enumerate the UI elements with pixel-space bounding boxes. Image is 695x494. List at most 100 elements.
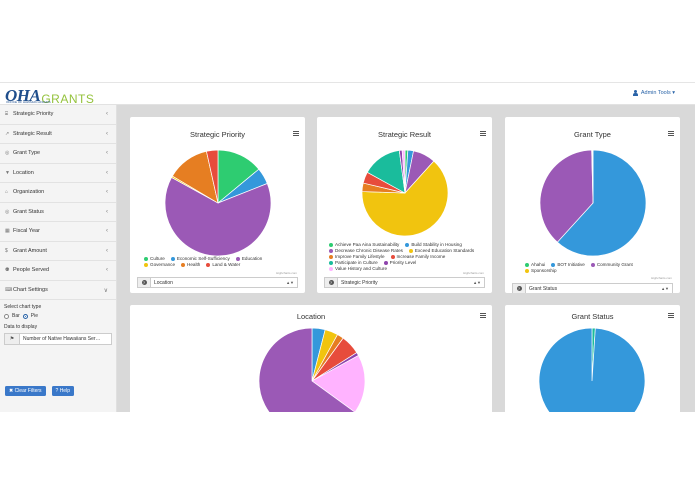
result-group-select[interactable]: ? Strategic Priority ▲▼ [324, 277, 485, 288]
legend-item[interactable]: Culture [144, 256, 165, 262]
pie-radio[interactable] [22, 313, 28, 319]
logo-grants-text: GRANTS [41, 92, 95, 106]
legend-item[interactable]: Exceed Education Standards [408, 248, 474, 254]
sidebar-item-icon: ▦ [5, 228, 10, 235]
legend-item[interactable]: Value History and Culture [329, 266, 387, 272]
legend-item[interactable]: Decrease Chronic Disease Rates [329, 248, 403, 254]
sidebar-item-grant-amount[interactable]: $ Grant Amount ‹ [0, 242, 116, 261]
clear-filters-button[interactable]: ✖ Clear Filters [5, 386, 46, 396]
sidebar-item-strategic-result[interactable]: ↗ Strategic Result ‹ [0, 125, 116, 144]
chevron-left-icon: ‹ [106, 267, 108, 273]
card-title: Location [296, 312, 326, 321]
highcharts-credits: Highcharts.com [276, 271, 297, 275]
legend-item[interactable]: Health [181, 262, 200, 268]
pie-slice[interactable] [401, 149, 406, 194]
grant-type-group-select[interactable]: ? Grant Status ▲▼ [512, 283, 673, 293]
pie-slice[interactable] [556, 149, 647, 257]
legend-item[interactable]: Economic Self-Sufficiency [170, 256, 230, 262]
sidebar-item-label: Location [13, 169, 34, 176]
legend-swatch [329, 255, 333, 259]
chart-menu-icon[interactable] [293, 131, 299, 136]
legend-swatch [408, 249, 413, 253]
dashboard-main: Strategic Priority Culture Economic Self-… [117, 105, 695, 412]
legend-item[interactable]: Land & Water [206, 262, 240, 268]
chevron-left-icon: ‹ [106, 130, 108, 137]
legend-label: Improve Family Lifestyle [335, 254, 385, 259]
chart-type-label: Select chart type [4, 304, 42, 310]
sidebar-item-grant-status[interactable]: ◎ Grant Status ‹ [0, 203, 116, 222]
card-title: Grant Type [574, 130, 611, 139]
pie-slice[interactable] [538, 327, 646, 412]
legend-swatch [181, 263, 186, 267]
sidebar-item-strategic-priority[interactable]: ⌸ Strategic Priority ‹ [0, 105, 116, 125]
legend-swatch [329, 243, 333, 247]
sidebar-item-label: Grant Amount [13, 247, 47, 254]
filter-sidebar: ⌸ Strategic Priority ‹ ↗ Strategic Result ‹ ◎ G… [0, 105, 117, 412]
help-button[interactable]: ? Help [51, 386, 74, 396]
pie-slice[interactable] [539, 149, 594, 243]
legend-item[interactable]: Community Grant [590, 262, 633, 268]
chevron-left-icon: ‹ [106, 111, 108, 117]
logo-subtitle: OFFICE OF HAWAIIAN AFFAIRS [6, 100, 51, 104]
legend-item[interactable]: Achieve Paa Aina Sustainability [329, 242, 399, 248]
strategic-result-card: Strategic Result Achieve Paa Aina Sustai… [317, 117, 492, 293]
legend-swatch [170, 257, 175, 261]
legend-label: Value History and Culture [335, 266, 388, 271]
sidebar-item-location[interactable]: ▼ Location ‹ [0, 164, 116, 183]
legend-item[interactable]: Ahahui [525, 262, 545, 268]
pie-slice[interactable] [164, 176, 272, 257]
bar-radio[interactable] [4, 313, 9, 319]
legend-item[interactable]: BOT Initiative [551, 262, 585, 268]
pie-slice[interactable] [311, 354, 366, 412]
sidebar-item-organization[interactable]: ⌂ Organization ‹ [0, 183, 116, 203]
legend-swatch [525, 269, 529, 273]
app-window: OHA GRANTS OFFICE OF HAWAIIAN AFFAIRS Ad… [0, 82, 695, 412]
legend-item[interactable]: Participate in Culture [329, 260, 378, 266]
select-value: Strategic Priority [341, 279, 378, 286]
oha-grants-logo[interactable]: OHA GRANTS [5, 86, 94, 106]
chart-settings-panel: Select chart type Bar Pie Data to displa… [0, 300, 116, 349]
legend-item[interactable]: Sponsorship [525, 268, 557, 274]
sidebar-item-chart-settings[interactable]: ⌨ Chart Settings ∨ [0, 281, 116, 300]
legend-item[interactable]: Improve Family Lifestyle [329, 254, 385, 260]
chevron-left-icon: ‹ [106, 228, 108, 234]
sidebar-item-fiscal-year[interactable]: ▦ Fiscal Year ‹ [0, 222, 116, 242]
legend-item[interactable]: Build Stability in Housing [405, 242, 462, 248]
bar-radio-label: Bar [12, 313, 20, 319]
strategic-result-legend: Achieve Paa Aina Sustainability Build Sta… [329, 242, 482, 272]
legend-swatch [551, 263, 556, 267]
chart-menu-icon[interactable] [668, 313, 674, 318]
pie-slice[interactable] [361, 160, 449, 237]
pie-slice[interactable] [258, 327, 356, 412]
sidebar-item-icon: ⌨ [5, 286, 13, 293]
chevron-left-icon: ‹ [106, 189, 108, 195]
pie-slice[interactable] [591, 149, 594, 204]
sidebar-item-people-served[interactable]: ⚉ People Served ‹ [0, 261, 116, 281]
priority-group-select[interactable]: ? Location ▲▼ [137, 277, 298, 288]
people-icon: ⚑ [4, 333, 20, 345]
legend-item[interactable]: Priority Level [383, 260, 417, 266]
select-arrow-icon: ▲▼ [661, 286, 669, 291]
legend-label: Health [187, 262, 201, 267]
legend-label: Governance [150, 262, 176, 267]
sidebar-item-label: Organization [13, 189, 45, 196]
sidebar-item-grant-type[interactable]: ◎ Grant Type ‹ [0, 144, 116, 164]
legend-swatch [206, 263, 211, 267]
legend-label: Priority Level [389, 260, 417, 265]
legend-label: Ahahui [531, 262, 546, 267]
legend-item[interactable]: Education [235, 256, 262, 262]
pie-slice[interactable] [206, 149, 219, 204]
chart-menu-icon[interactable] [668, 131, 674, 136]
admin-tools-menu[interactable]: Admin Tools ▾ [632, 90, 675, 96]
chart-menu-icon[interactable] [480, 131, 486, 136]
legend-label: Community Grant [596, 262, 633, 267]
legend-item[interactable]: Governance [144, 262, 175, 268]
card-title: Grant Status [571, 312, 614, 321]
data-display-select[interactable]: Number of Native Hawaiians Ser… [20, 333, 112, 345]
card-title: Strategic Priority [189, 130, 246, 139]
legend-swatch [390, 255, 395, 259]
grant-type-card: Grant Type Ahahui BOT Initiative Community… [505, 117, 680, 293]
legend-item[interactable]: Increase Family Income [390, 254, 445, 260]
chart-menu-icon[interactable] [480, 313, 486, 318]
logo-oha-text: OHA [5, 86, 41, 105]
